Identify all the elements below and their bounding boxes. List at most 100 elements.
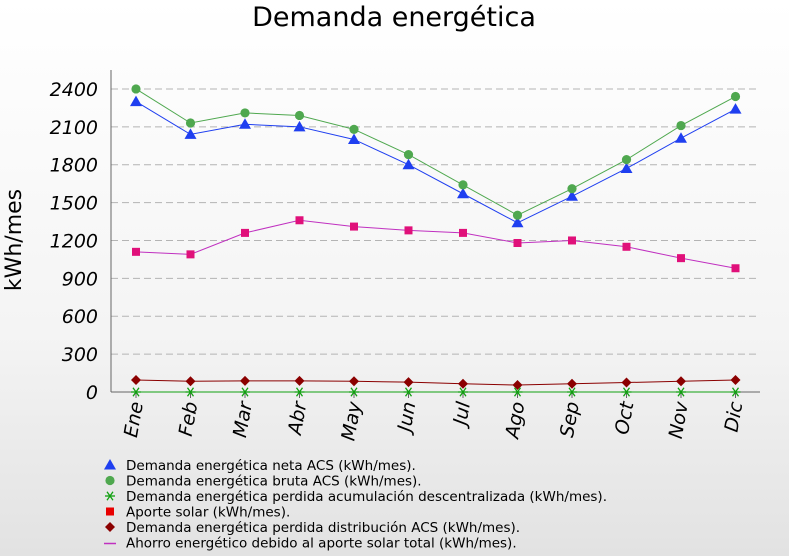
data-point [731, 264, 740, 273]
y-tick-label: 1200 [50, 230, 98, 252]
data-point [621, 155, 632, 165]
legend-marker [106, 507, 114, 516]
y-tick-label: 1800 [50, 155, 98, 177]
y-tick-label: 0 [86, 382, 98, 404]
legend-label: Demanda energética neta ACS (kWh/mes). [126, 458, 416, 474]
data-point [730, 91, 741, 102]
star-stroke [677, 387, 685, 397]
data-point [132, 247, 140, 256]
star-stroke [568, 387, 576, 397]
x-tick-label: Oct [611, 399, 639, 437]
data-point [348, 133, 360, 144]
data-point [459, 228, 467, 237]
data-point [131, 375, 141, 386]
star-stroke [295, 387, 304, 397]
legend-entry-5: Demanda energética perdida distribución … [105, 520, 520, 536]
data-point [621, 387, 632, 397]
legend-marker [105, 522, 115, 532]
data-point [676, 376, 686, 387]
x-tick-label: Ene [120, 400, 148, 439]
star-stroke [459, 387, 467, 397]
series-layer [130, 84, 742, 397]
axes [110, 70, 760, 398]
series-5 [131, 375, 741, 391]
y-tick-label: 1500 [50, 193, 98, 215]
data-point [567, 387, 577, 397]
data-point [295, 216, 304, 225]
data-point [185, 387, 196, 397]
star-stroke [404, 387, 413, 397]
data-point [403, 150, 414, 160]
series-1 [130, 95, 742, 228]
data-point [403, 387, 414, 397]
data-point [512, 387, 523, 397]
data-point [185, 118, 196, 128]
data-point [568, 236, 576, 245]
legend-label: Demanda energética bruta ACS (kWh/mes). [126, 474, 422, 490]
x-tick-label: Sep [556, 400, 584, 439]
data-point [729, 103, 742, 114]
data-point [513, 238, 522, 247]
data-point [240, 108, 250, 118]
data-point [403, 377, 414, 388]
data-point [730, 375, 741, 386]
data-point [730, 387, 741, 397]
legend-entry-2: Demanda energética bruta ACS (kWh/mes). [105, 474, 422, 490]
y-tick-labels: 0 300 600 900 1200 1500 1800 2100 2400 [50, 79, 98, 404]
data-point [240, 375, 250, 386]
legend-label: Demanda energética perdida distribución … [126, 520, 520, 536]
data-point [131, 387, 141, 397]
series-6 [132, 216, 740, 273]
data-point [185, 376, 196, 387]
data-point [512, 210, 523, 220]
data-point [349, 124, 359, 134]
series-line [135, 219, 736, 269]
data-point [294, 387, 305, 397]
data-point [676, 387, 686, 397]
data-point [293, 120, 306, 132]
legend-marker [104, 459, 116, 470]
y-tick-label: 300 [62, 344, 98, 366]
star-stroke [350, 387, 358, 397]
data-point [567, 378, 577, 389]
data-point [621, 377, 632, 388]
x-tick-label: Ago [501, 400, 529, 442]
x-tick-label: Jun [393, 400, 421, 437]
data-point [404, 226, 413, 235]
y-tick-label: 600 [62, 306, 98, 328]
data-point [294, 110, 305, 121]
x-tick-label: May [337, 399, 366, 442]
data-point [458, 378, 468, 389]
data-point [402, 158, 415, 170]
star-stroke [622, 387, 631, 397]
x-tick-label: Dic [720, 400, 747, 434]
grid-lines [111, 88, 760, 355]
x-tick-label: Jul [449, 399, 475, 430]
series-line [135, 379, 736, 386]
data-point [458, 387, 468, 397]
series-3 [131, 387, 741, 397]
star-stroke [241, 387, 249, 397]
legend-entry-1: Demanda energética neta ACS (kWh/mes). [104, 458, 416, 474]
star-stroke [731, 387, 740, 397]
data-point [676, 120, 686, 131]
x-tick-label: Mar [229, 399, 257, 439]
x-tick-labels: Ene Feb Mar Abr May Jun Jul Ago Sep Oct Nov Dic [120, 399, 747, 443]
legend-marker [105, 475, 115, 486]
star-stroke [186, 387, 195, 397]
data-point [622, 242, 631, 251]
legend-label: Demanda energética perdida acumulación d… [126, 489, 607, 505]
data-point [566, 190, 578, 201]
legend-entry-3: Demanda energética perdida acumulación d… [105, 489, 607, 505]
star-stroke [132, 387, 140, 397]
data-point [131, 84, 141, 94]
data-point [186, 250, 195, 259]
y-tick-label: 2100 [50, 117, 98, 139]
data-point [511, 216, 524, 228]
legend-label: Aporte solar (kWh/mes). [126, 505, 290, 521]
data-point [512, 380, 523, 391]
data-point [675, 132, 687, 143]
legend-entry-6: Ahorro energético debido al aporte solar… [104, 536, 517, 552]
y-tick-label: 900 [62, 268, 98, 290]
